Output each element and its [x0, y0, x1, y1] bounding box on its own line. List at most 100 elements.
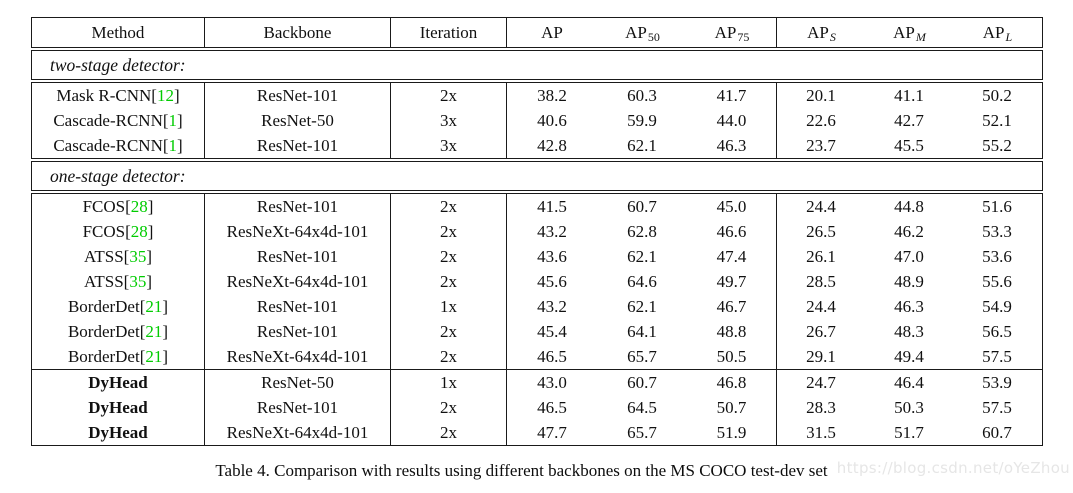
cell-apl: 53.6: [982, 246, 1012, 266]
citation-bracket: [: [125, 221, 131, 241]
cell-method: Cascade-RCNN[1]: [32, 133, 205, 158]
column-header-ap50: AP 50: [625, 22, 660, 44]
cell-iteration: 2x: [391, 244, 507, 269]
citation-ref: 28: [130, 196, 148, 216]
method-name: BorderDet: [67, 321, 140, 341]
cell-method: FCOS[28]: [32, 194, 205, 219]
cell-method: ATSS[35]: [32, 244, 205, 269]
method-name: DyHead: [88, 422, 148, 442]
citation-bracket: ]: [146, 271, 153, 291]
cell-ap50: 62.8: [627, 221, 657, 241]
cell-aps: 24.4: [806, 296, 836, 316]
method-name: DyHead: [88, 372, 148, 392]
cell-ap75: 47.4: [687, 244, 777, 269]
cell-ap: 43.2: [537, 221, 567, 241]
cell-backbone: ResNeXt-64x4d-101: [205, 420, 391, 445]
citation-ref: 21: [145, 321, 163, 341]
cell-method: DyHead: [32, 420, 205, 445]
column-header-backbone: Backbone: [205, 18, 391, 47]
citation-bracket: ]: [177, 135, 183, 155]
cell-aps: 26.1: [806, 246, 836, 266]
cell-apl: 50.2: [982, 85, 1012, 105]
column-header-ap75: AP 75: [687, 18, 777, 47]
table-row: Mask R-CNN[12] ResNet-101 2x 38.2 60.3 41.7 20…: [32, 83, 1042, 108]
cell-backbone: ResNet-101: [205, 244, 391, 269]
cell-iteration: 2x: [391, 395, 507, 420]
cell-ap: 41.5: [537, 196, 567, 216]
cell-ap75: 46.3: [687, 133, 777, 158]
table-row: BorderDet[21] ResNeXt-64x4d-101 2x 46.5 65.7…: [32, 344, 1042, 369]
cell-iteration: 3x: [391, 133, 507, 158]
citation-bracket: [: [139, 296, 146, 316]
cell-apm: 49.4: [894, 346, 924, 366]
method-name: ATSS: [83, 271, 124, 291]
cell-apm: 47.0: [894, 246, 924, 266]
citation-bracket: [: [162, 135, 169, 155]
cell-apl: 60.7: [982, 422, 1012, 442]
cell-ap: 43.2: [537, 296, 567, 316]
column-header-apm: AP M: [893, 22, 926, 44]
cell-backbone: ResNet-101: [205, 294, 391, 319]
cell-method: BorderDet[21]: [32, 294, 205, 319]
citation-bracket: ]: [162, 321, 169, 341]
cell-ap50: 65.7: [627, 346, 657, 366]
cell-aps: 23.7: [806, 135, 836, 155]
cell-iteration: 3x: [391, 108, 507, 133]
cell-backbone: ResNet-101: [205, 83, 391, 108]
cell-apm: 41.1: [894, 85, 924, 105]
column-header-aps: AP S: [807, 22, 836, 44]
table-row: BorderDet[21] ResNet-101 1x 43.2 62.1 46.7 24.…: [32, 294, 1042, 319]
cell-apm: 44.8: [894, 196, 924, 216]
cell-apm: 42.7: [894, 110, 924, 130]
cell-ap50: 64.6: [627, 271, 657, 291]
method-name: ATSS: [83, 246, 124, 266]
column-header-label: Method: [91, 22, 145, 42]
citation-ref: 1: [168, 135, 178, 155]
cell-apl: 55.2: [982, 135, 1012, 155]
method-name: BorderDet: [67, 346, 140, 366]
cell-backbone: ResNet-101: [205, 319, 391, 344]
cell-method: Cascade-RCNN[1]: [32, 108, 205, 133]
column-header-label: AP: [714, 22, 737, 42]
column-header-ap: AP: [507, 18, 597, 47]
cell-ap50: 65.7: [627, 422, 657, 442]
column-header-label: Iteration: [419, 22, 478, 42]
method-name: Cascade-RCNN: [53, 110, 163, 130]
cell-backbone: ResNet-50: [205, 108, 391, 133]
section-band-label-1: one-stage detector:: [50, 165, 186, 186]
cell-iteration: 1x: [391, 370, 507, 395]
table-header-row: Method Backbone Iteration AP AP 50 AP 75 AP S AP M A…: [32, 18, 1042, 47]
cell-ap: 47.7: [537, 422, 567, 442]
citation-bracket: ]: [177, 110, 183, 130]
cell-apm: 46.4: [894, 372, 924, 392]
table-header-box: Method Backbone Iteration AP AP 50 AP 75 AP S AP M A…: [31, 17, 1043, 48]
table-row: DyHead ResNet-101 2x 46.5 64.5 50.7 28.3 50.3 57…: [32, 395, 1042, 420]
section-data-box: FCOS[28] ResNet-101 2x 41.5 60.7 45.0 24.4 44.8…: [31, 193, 1043, 446]
cell-ap75: 45.0: [687, 194, 777, 219]
citation-ref: 35: [129, 271, 147, 291]
cell-method: DyHead: [32, 370, 205, 395]
section-data-box: Mask R-CNN[12] ResNet-101 2x 38.2 60.3 41.7 20…: [31, 82, 1043, 159]
citation-bracket: [: [151, 85, 157, 105]
column-header-label: AP: [982, 22, 1005, 42]
cell-method: DyHead: [32, 395, 205, 420]
cell-ap75: 41.7: [687, 83, 777, 108]
cell-method: BorderDet[21]: [32, 344, 205, 369]
column-header-method: Method: [32, 18, 205, 47]
cell-aps: 29.1: [806, 346, 836, 366]
table-caption: Table 4. Comparison with results using d…: [215, 461, 828, 480]
cell-aps: 20.1: [806, 85, 836, 105]
cell-iteration: 2x: [391, 194, 507, 219]
cell-backbone: ResNeXt-64x4d-101: [205, 344, 391, 369]
section-band-label-0: two-stage detector:: [50, 54, 186, 75]
cell-apl: 57.5: [982, 346, 1012, 366]
cell-iteration: 2x: [391, 344, 507, 369]
column-header-apl: AP L: [982, 22, 1013, 44]
cell-backbone: ResNet-101: [205, 194, 391, 219]
table-row: Cascade-RCNN[1] ResNet-101 3x 42.8 62.1 46.3 2…: [32, 133, 1042, 158]
table-row: ATSS[35] ResNeXt-64x4d-101 2x 45.6 64.6 49.7 2…: [32, 269, 1042, 294]
table-row: Cascade-RCNN[1] ResNet-50 3x 40.6 59.9 44.0 22…: [32, 108, 1042, 133]
cell-ap: 42.8: [537, 135, 567, 155]
cell-apm: 48.3: [894, 321, 924, 341]
cell-iteration: 2x: [391, 319, 507, 344]
